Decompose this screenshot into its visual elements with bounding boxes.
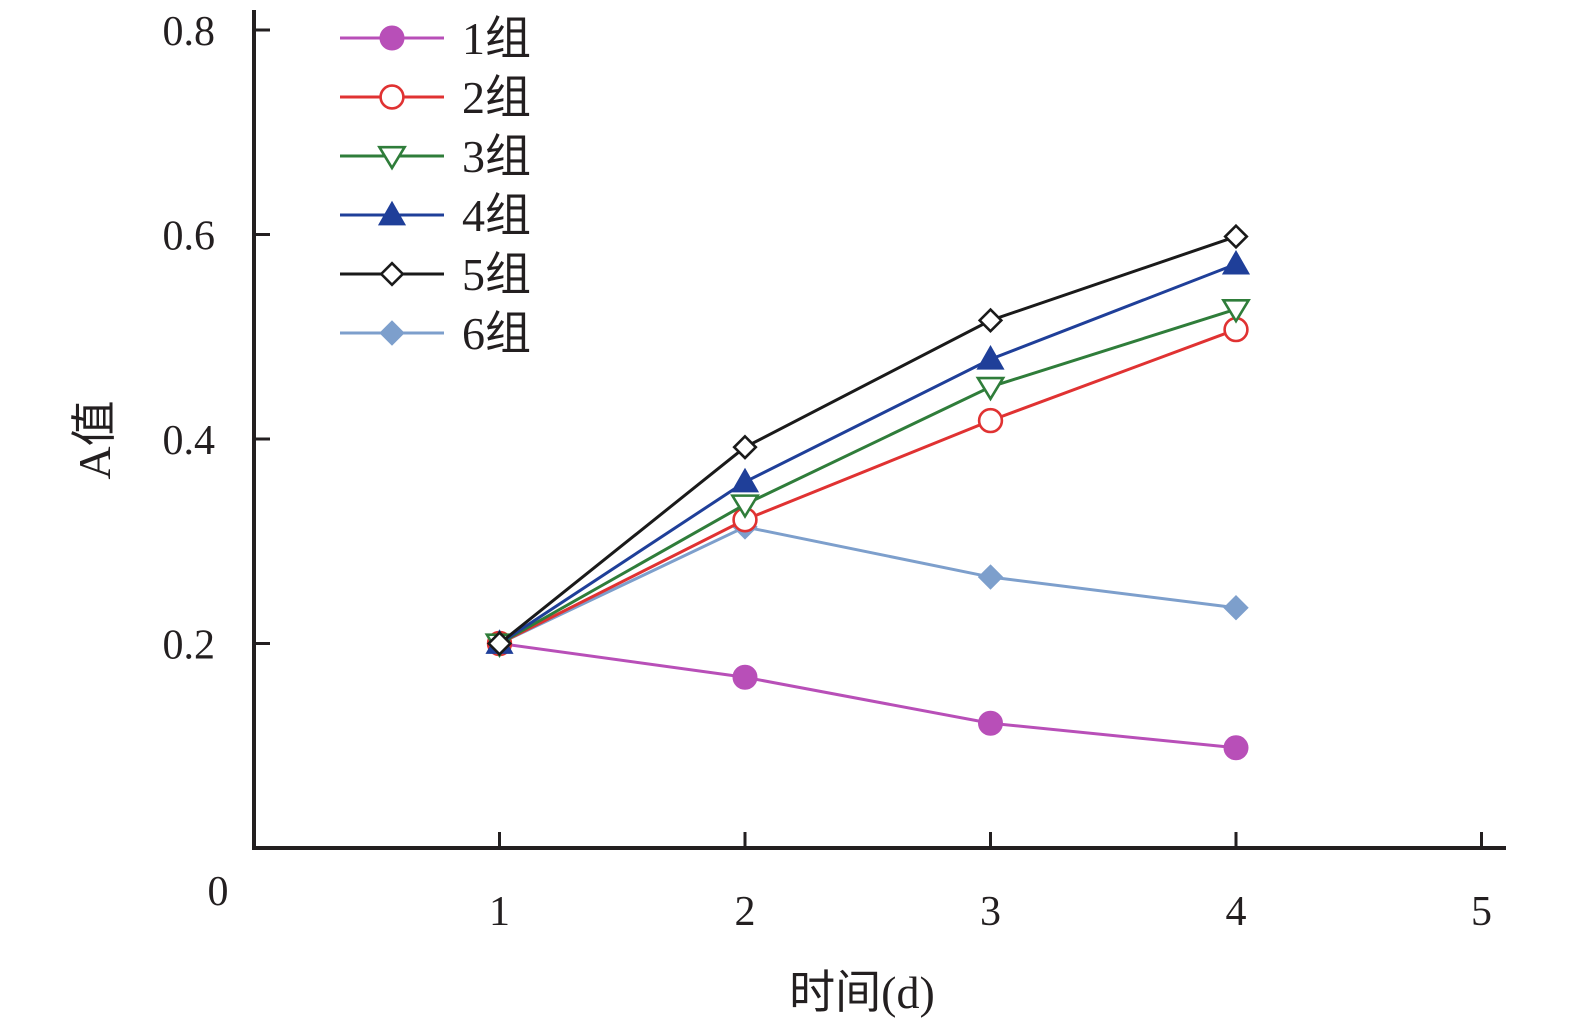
legend-item: 2组	[340, 72, 531, 123]
legend-marker	[379, 25, 405, 51]
legend-item: 4组	[340, 190, 531, 241]
series-line	[498, 328, 1237, 645]
y-tick-label: 0.4	[163, 418, 216, 464]
data-point	[1221, 249, 1251, 275]
legend-marker	[377, 145, 407, 171]
x-tick-label: 1	[489, 889, 510, 935]
legend-item: 3组	[340, 131, 531, 182]
data-point	[1221, 299, 1251, 324]
y-tick-label: 0.6	[163, 214, 216, 260]
legend-label: 3组	[462, 131, 531, 182]
series-layer	[484, 223, 1251, 761]
series-3	[484, 299, 1251, 658]
data-point	[732, 664, 758, 690]
x-axis-label: 时间(d)	[789, 967, 935, 1018]
axes: 1 2 3 4 5 0.2 0.4 0.6 0.8	[163, 9, 1506, 935]
x-tick-label: 4	[1226, 889, 1247, 935]
legend-marker	[377, 200, 407, 226]
data-point	[977, 307, 1004, 334]
series-line	[498, 525, 1237, 645]
series-line	[498, 262, 1237, 645]
legend-marker	[379, 261, 405, 287]
data-point	[1223, 595, 1249, 621]
x-tick-label: 5	[1471, 889, 1492, 935]
data-point	[977, 407, 1004, 434]
origin-label: 0	[208, 869, 229, 915]
legend-label: 2组	[462, 72, 531, 123]
legend-marker	[379, 320, 405, 346]
data-point	[1223, 735, 1249, 761]
y-tick-label: 0.8	[163, 9, 216, 55]
data-point	[975, 376, 1006, 402]
series-line	[498, 307, 1237, 645]
series-1	[487, 631, 1249, 761]
legend-item: 1组	[340, 13, 531, 64]
data-point	[730, 494, 760, 519]
series-5	[486, 223, 1249, 657]
legend-label: 4组	[462, 190, 531, 241]
data-point	[978, 710, 1003, 736]
data-point	[976, 345, 1005, 370]
data-point	[977, 564, 1004, 590]
data-point	[1223, 223, 1249, 250]
data-point	[486, 630, 513, 657]
y-axis-label: A值	[69, 400, 120, 479]
legend-item: 5组	[340, 249, 531, 300]
legend-label: 1组	[462, 13, 531, 64]
series-4	[485, 249, 1251, 654]
data-point	[732, 434, 758, 460]
series-2	[486, 316, 1249, 657]
x-tick-label: 3	[980, 889, 1001, 935]
legend-label: 5组	[462, 249, 531, 300]
legend: 1组 2组 3组 4组 5组 6组	[340, 13, 531, 359]
y-tick-label: 0.2	[163, 623, 216, 669]
legend-item: 6组	[340, 308, 531, 359]
x-tick-label: 2	[735, 889, 756, 935]
data-point	[730, 467, 760, 493]
series-line	[498, 235, 1237, 645]
series-line	[499, 642, 1237, 750]
legend-label: 6组	[462, 308, 531, 359]
legend-marker	[379, 84, 405, 110]
